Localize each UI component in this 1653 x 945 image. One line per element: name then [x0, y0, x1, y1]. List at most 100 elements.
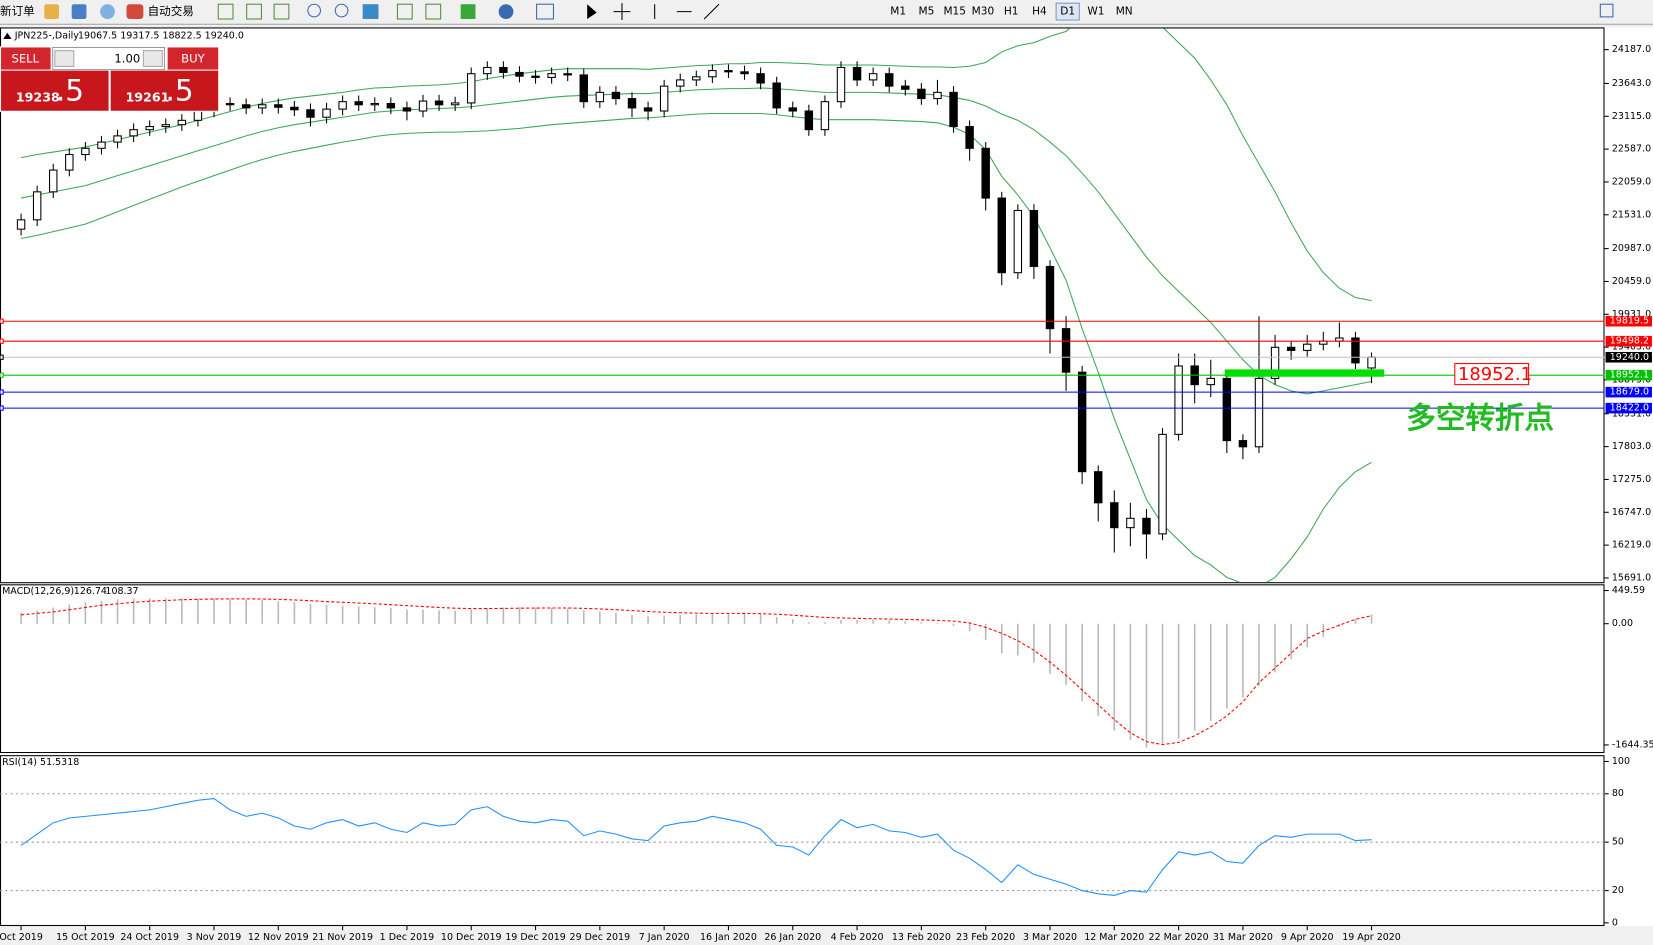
rsi-line — [20, 798, 1372, 896]
candle-body — [1351, 337, 1360, 364]
x-tick-label: 23 Feb 2020 — [956, 932, 1015, 943]
y-tick-label: 0.00 — [1612, 618, 1633, 629]
timeframe-button[interactable]: M30 — [972, 6, 994, 18]
new-order-button[interactable]: 新订单 — [0, 4, 35, 18]
rsi-value: 51.5318 — [40, 757, 79, 768]
ask-fraction[interactable]: .5 — [166, 73, 194, 107]
timeframe-button[interactable]: D1 — [1060, 6, 1075, 18]
candle-body — [563, 73, 572, 76]
icon[interactable] — [44, 4, 60, 19]
candle-body — [1045, 265, 1055, 330]
candle-body — [708, 70, 717, 78]
ask-main[interactable]: 19261 — [125, 90, 169, 105]
icon[interactable] — [587, 4, 597, 19]
icon[interactable] — [217, 3, 234, 20]
timeframe-bar: M1 M5 M15 M30 H1 H4 D1 W1 MN — [890, 2, 1133, 21]
candle-body — [418, 100, 428, 112]
level-handle — [0, 318, 4, 324]
timeframe-button[interactable]: W1 — [1087, 6, 1104, 18]
lots-field[interactable] — [52, 46, 165, 71]
lots-value[interactable]: 1.00 — [114, 52, 140, 66]
icon[interactable] — [396, 3, 413, 20]
y-tick-label: 21531.0 — [1612, 209, 1651, 220]
candle-body — [402, 107, 412, 112]
auto-trading-button[interactable]: 自动交易 — [148, 4, 194, 18]
buy-label[interactable]: BUY — [181, 52, 205, 66]
y-tick-label: 50 — [1612, 837, 1624, 848]
candle-body — [49, 169, 58, 193]
timeframe-button[interactable]: MN — [1116, 6, 1133, 18]
x-tick-label: 15 Oct 2019 — [56, 932, 115, 943]
candle-body — [129, 129, 138, 137]
y-tick-label: 449.59 — [1612, 585, 1645, 596]
icon[interactable] — [460, 4, 476, 19]
lots-up[interactable] — [142, 50, 163, 67]
candle-body — [1061, 328, 1071, 373]
price-plot — [0, 28, 1605, 583]
y-tick-label: 22587.0 — [1612, 144, 1651, 155]
candle-body — [1077, 371, 1087, 473]
sell-label[interactable]: SELL — [12, 52, 40, 66]
icon[interactable] — [498, 4, 514, 19]
x-tick-label: 21 Nov 2019 — [312, 932, 373, 943]
ask-box[interactable] — [110, 70, 219, 111]
y-tick-label: 24187.0 — [1612, 44, 1651, 55]
rsi-title: RSI(14) — [2, 757, 37, 768]
icon[interactable] — [71, 4, 87, 19]
timeframe-button[interactable]: M1 — [890, 6, 906, 18]
candle-body — [16, 219, 26, 230]
candle-body — [531, 75, 540, 78]
candle-body — [450, 102, 460, 106]
icon[interactable] — [536, 3, 554, 20]
price-level-tag — [1605, 369, 1652, 381]
macd-title: MACD(12,26,9) — [2, 586, 74, 597]
icon[interactable] — [246, 3, 262, 20]
level-handle — [0, 354, 4, 360]
candle-body — [804, 110, 814, 131]
icon[interactable] — [425, 3, 442, 20]
icon[interactable] — [654, 3, 720, 20]
y-tick-label: 17803.0 — [1612, 441, 1651, 452]
candle-body — [274, 104, 283, 108]
candle-body — [692, 76, 701, 81]
sell-button[interactable] — [1, 47, 51, 70]
support-tag-label: 18952.1 — [1458, 364, 1532, 385]
timeframe-button[interactable]: H4 — [1032, 6, 1047, 18]
buy-button[interactable] — [167, 47, 219, 70]
candle-body — [901, 85, 910, 90]
timeframe-button[interactable]: M5 — [919, 6, 935, 18]
timeframe-button[interactable]: M15 — [943, 6, 965, 18]
icon[interactable] — [334, 3, 349, 18]
candle-body — [65, 154, 74, 171]
rsi-plot — [0, 793, 1605, 896]
rsi-panel — [0, 755, 1605, 927]
price-level-label: 19498.2 — [1610, 336, 1649, 347]
candle-body — [1013, 209, 1023, 274]
level-handle — [0, 389, 4, 395]
candle-body — [1286, 346, 1296, 351]
bid-main[interactable]: 19238 — [16, 90, 60, 105]
candle-body — [81, 147, 90, 156]
icon[interactable] — [273, 3, 290, 20]
y-tick-label: -1644.35 — [1612, 739, 1653, 750]
price-level-label: 18679.0 — [1610, 387, 1649, 398]
icon[interactable] — [100, 4, 115, 19]
search-icon[interactable] — [1599, 3, 1614, 18]
bid-fraction[interactable]: .5 — [56, 73, 84, 107]
candle-body — [659, 85, 669, 112]
icon[interactable] — [362, 4, 379, 19]
candle-body — [322, 108, 331, 118]
x-tick-label: 19 Apr 2020 — [1342, 932, 1401, 943]
icon[interactable] — [307, 3, 322, 18]
lots-down[interactable] — [54, 50, 75, 67]
x-tick-label: 9 Apr 2020 — [1281, 932, 1334, 943]
auto-trading-icon[interactable] — [126, 4, 144, 19]
icon[interactable] — [613, 3, 631, 21]
x-tick-label: 16 Jan 2020 — [700, 932, 757, 943]
timeframe-button[interactable]: H1 — [1004, 6, 1019, 18]
candle-body — [965, 126, 974, 149]
bid-box[interactable] — [1, 70, 109, 111]
candle-body — [1110, 502, 1119, 529]
candle-body — [1222, 377, 1232, 442]
